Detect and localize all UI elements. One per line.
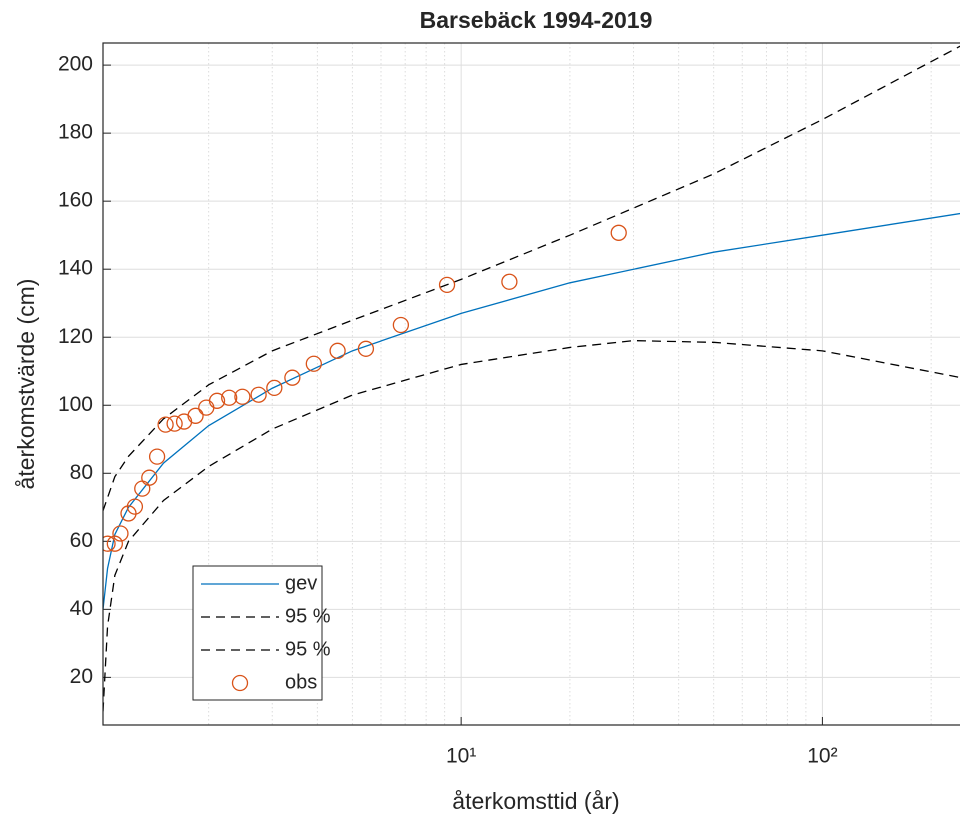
obs-point [148,448,166,465]
y-tick-label: 60 [70,529,93,552]
obs-point [166,415,183,432]
obs-point [208,392,226,409]
legend-label: gev [285,572,317,594]
series-line [103,212,960,610]
x-tick-label: 10¹ [446,745,476,768]
obs-point [126,498,144,515]
obs-point [221,389,238,406]
obs-point [106,535,123,552]
obs-point [141,469,158,486]
y-axis-label: återkomstvärde (cm) [13,279,39,490]
obs-point [392,316,410,334]
legend-label: obs [285,671,317,693]
plot-content [103,45,960,712]
obs-point [357,340,375,357]
y-tick-label: 20 [70,665,93,688]
y-tick-label: 120 [58,325,93,348]
y-tick-label: 160 [58,189,93,212]
axes-box [102,42,960,726]
obs-point [610,224,627,241]
obs-point [438,276,456,293]
obs-point [284,369,301,386]
obs-point [187,407,204,424]
y-tick-label: 100 [58,393,93,416]
chart-title: Barsebäck 1994-2019 [420,7,653,33]
obs-point [157,416,174,433]
legend-label: 95 % [285,605,331,627]
x-axis-label: återkomsttid (år) [452,788,619,814]
y-tick-label: 140 [58,257,93,280]
series-line [103,339,960,712]
legend-marker [231,674,249,692]
y-tick-label: 180 [58,121,93,144]
y-tick-label: 200 [58,53,93,76]
y-tick-label: 80 [70,461,93,484]
obs-point [250,386,267,403]
legend-box [192,565,323,701]
obs-point [305,355,322,372]
obs-point [266,379,283,397]
obs-point [234,388,251,405]
x-tick-label: 10² [807,745,837,768]
series-line [103,45,960,511]
obs-point [103,535,116,552]
obs-point [501,273,518,290]
obs-point [112,525,129,542]
y-tick-label: 40 [70,597,93,620]
obs-point [329,342,346,359]
legend-label: 95 % [285,638,331,660]
